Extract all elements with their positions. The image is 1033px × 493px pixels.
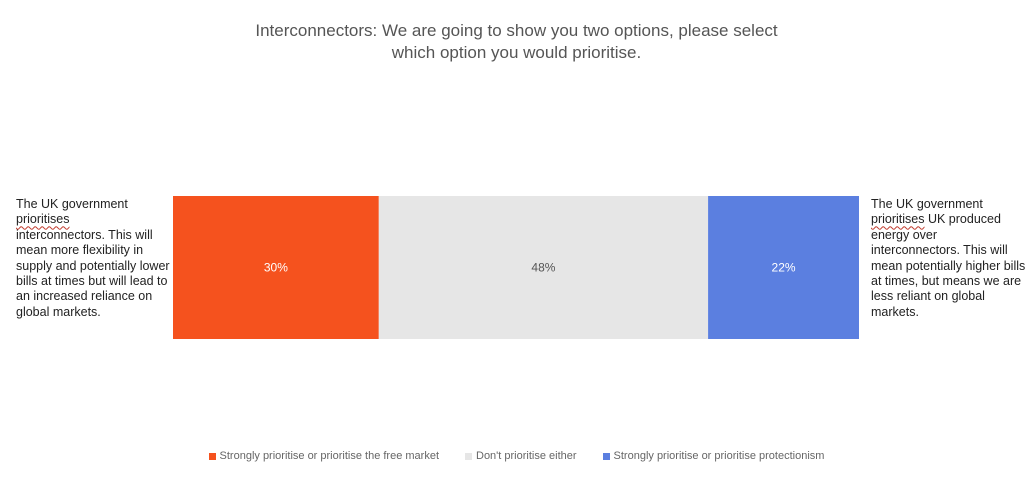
legend-item-2: Don't prioritise either bbox=[465, 450, 577, 462]
right-option-text: The UK government prioritises UK produce… bbox=[871, 197, 1029, 320]
right-option-text-part2: prioritises bbox=[871, 212, 925, 227]
legend-swatch bbox=[465, 452, 472, 460]
bar-data-label-1: 30% bbox=[264, 261, 288, 275]
bar-segment-1 bbox=[173, 196, 379, 339]
legend-item-1: Strongly prioritise or prioritise the fr… bbox=[208, 450, 439, 462]
legend-swatch bbox=[602, 452, 610, 460]
bar-segment-3 bbox=[708, 196, 859, 339]
chart-title-line-2: which option you would prioritise. bbox=[391, 43, 642, 62]
chart-title-line-1: Interconnectors: We are going to show yo… bbox=[255, 21, 778, 40]
bar-data-label-3: 22% bbox=[772, 261, 796, 275]
right-option-text-part3: UK produced energy over interconnectors.… bbox=[871, 212, 1026, 319]
legend-label: Don't prioritise either bbox=[476, 450, 577, 462]
left-option-text-part1: The UK government bbox=[16, 197, 128, 211]
bar-segment-2 bbox=[378, 196, 709, 339]
right-option-text-part1: The UK government bbox=[871, 197, 983, 211]
chart-title: Interconnectors: We are going to show yo… bbox=[0, 20, 1033, 64]
legend-item-3: Strongly prioritise or prioritise protec… bbox=[602, 450, 825, 462]
bar-data-label-2: 48% bbox=[531, 261, 555, 275]
legend-swatch bbox=[208, 452, 216, 460]
left-option-text-part2: prioritises bbox=[16, 212, 70, 227]
left-option-text-part3: interconnectors. This will mean more fle… bbox=[16, 227, 170, 319]
chart-legend: Strongly prioritise or prioritise the fr… bbox=[0, 450, 1033, 462]
legend-label: Strongly prioritise or prioritise protec… bbox=[613, 450, 825, 462]
left-option-text: The UK government prioritises interconne… bbox=[16, 197, 174, 320]
legend-label: Strongly prioritise or prioritise the fr… bbox=[219, 450, 439, 462]
